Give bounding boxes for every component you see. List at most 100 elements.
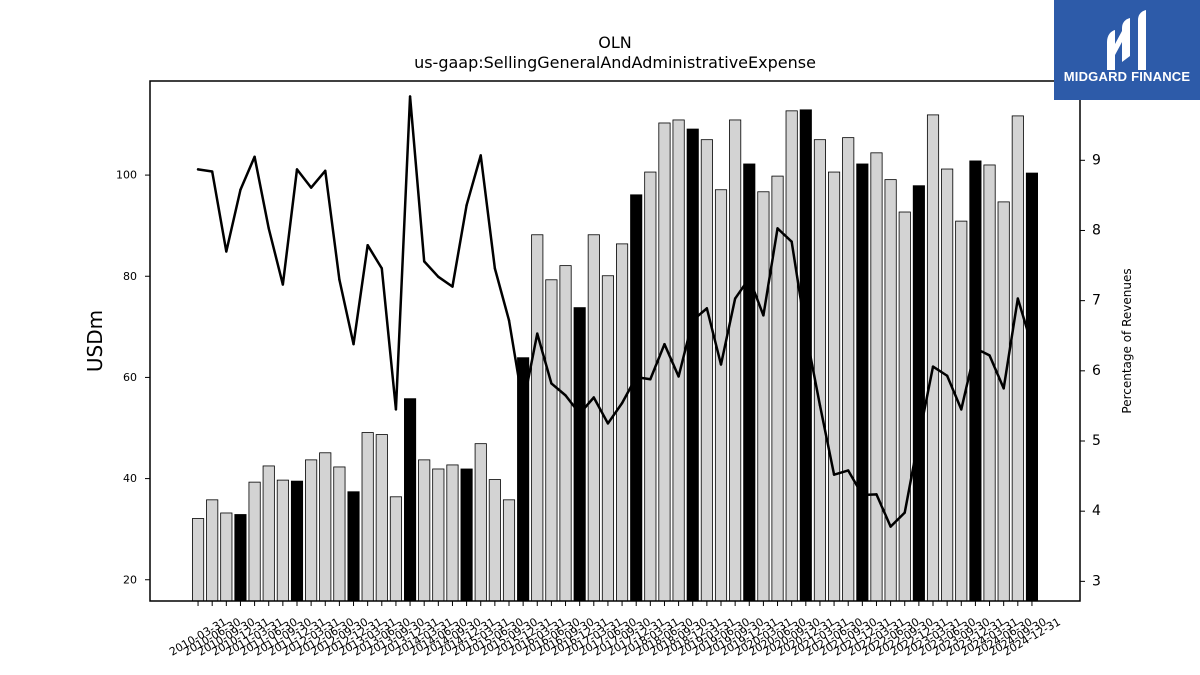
bar-2012-09-30: [333, 466, 346, 602]
bar-2018-06-30: [658, 122, 671, 602]
line-point-2010-12-31: [239, 188, 242, 191]
bar-2013-12-31: [404, 398, 417, 602]
bar-2012-06-30: [319, 452, 332, 602]
bar-2024-06-30: [997, 201, 1010, 602]
line-point-2023-12-31: [974, 347, 977, 350]
line-point-2023-09-30: [960, 408, 963, 411]
bar-2011-06-30: [262, 465, 275, 602]
bar-2020-03-31: [757, 191, 770, 602]
bar-2019-03-31: [700, 139, 713, 602]
line-point-2014-06-30: [437, 275, 440, 278]
bar-2015-09-30: [502, 499, 516, 602]
line-point-2020-06-30: [776, 227, 779, 230]
line-point-2020-12-31: [804, 331, 808, 334]
bar-2023-12-31: [969, 160, 982, 602]
line-point-2013-03-31: [366, 244, 369, 247]
bar-2022-12-31: [912, 185, 925, 602]
bar-2012-03-31: [305, 459, 318, 602]
y2-tick-label: 4: [1092, 503, 1101, 519]
y2-axis-label: Percentage of Revenues: [1120, 268, 1134, 413]
bar-2021-03-31: [813, 139, 826, 602]
bar-2019-09-30: [729, 119, 742, 602]
line-point-2021-09-30: [847, 469, 850, 472]
line-point-2016-06-30: [550, 382, 553, 385]
bar-2016-09-30: [559, 265, 572, 602]
bar-2017-12-31: [630, 194, 643, 602]
bar-2018-03-31: [644, 171, 657, 602]
plot-frame: [149, 80, 1081, 602]
line-point-2015-09-30: [507, 319, 511, 322]
bar-2014-06-30: [432, 468, 445, 602]
bar-2017-03-31: [587, 234, 600, 602]
bar-2020-06-30: [771, 175, 784, 602]
line-point-2010-06-30: [210, 170, 214, 173]
line-point-2012-12-31: [352, 342, 355, 346]
bar-series: [191, 109, 1039, 602]
line-point-2012-09-30: [338, 278, 341, 281]
line-point-2015-12-31: [521, 404, 525, 407]
y2-tick-label: 5: [1092, 433, 1101, 449]
y-tick-label: 40: [123, 472, 137, 485]
line-point-2014-03-31: [422, 260, 426, 263]
line-point-2018-06-30: [663, 342, 666, 346]
bar-2010-12-31: [234, 514, 247, 602]
y-axis-left: 20 40 60 80 100: [116, 169, 150, 586]
line-point-2012-03-31: [309, 186, 313, 189]
line-point-2013-09-30: [394, 408, 398, 411]
y-tick-label: 60: [123, 371, 137, 384]
line-point-2020-03-31: [762, 314, 765, 317]
bar-2010-06-30: [206, 499, 219, 602]
line-point-2018-09-30: [677, 375, 680, 378]
line-point-2024-06-30: [1002, 387, 1005, 390]
line-point-2024-12-31: [1030, 344, 1034, 347]
line-point-2011-09-30: [281, 283, 285, 286]
line-point-2019-03-31: [705, 307, 709, 310]
line-point-2015-03-31: [479, 154, 482, 157]
chart-title: OLN: [598, 33, 631, 52]
line-point-2022-06-30: [889, 525, 892, 528]
bar-2023-09-30: [955, 220, 968, 602]
y-axis-right: 3 4 5 6 7 8 9: [1080, 152, 1101, 589]
line-point-2017-06-30: [606, 422, 610, 425]
bar-2021-09-30: [842, 137, 855, 602]
logo-text: MIDGARD FINANCE: [1063, 69, 1191, 84]
chart-subtitle: us-gaap:SellingGeneralAndAdministrativeE…: [414, 53, 816, 72]
bar-2010-09-30: [220, 512, 233, 602]
line-point-2010-09-30: [225, 250, 228, 253]
bar-2024-09-30: [1011, 115, 1024, 602]
line-point-2016-03-31: [536, 332, 539, 335]
line-point-2019-09-30: [733, 297, 737, 300]
line-point-2022-09-30: [903, 511, 906, 514]
y2-tick-label: 8: [1092, 222, 1101, 238]
line-point-2016-09-30: [564, 394, 567, 397]
bar-2010-03-31: [191, 518, 205, 602]
line-point-2023-03-31: [931, 365, 935, 368]
bar-2021-12-31: [856, 163, 869, 602]
bar-2015-12-31: [517, 357, 530, 602]
bar-2019-06-30: [714, 189, 728, 602]
line-point-2024-03-31: [988, 354, 991, 357]
line-point-2021-12-31: [861, 493, 864, 497]
line-point-2017-03-31: [592, 396, 595, 399]
line-point-2023-06-30: [945, 374, 949, 377]
line-point-2024-09-30: [1016, 297, 1020, 300]
line-point-2022-03-31: [875, 493, 878, 496]
line-point-2017-12-31: [635, 375, 638, 379]
y-axis-label: USDm: [83, 310, 107, 372]
midgard-finance-logo: MIDGARD FINANCE: [1054, 0, 1200, 100]
line-point-2011-12-31: [295, 168, 299, 171]
bar-2014-09-30: [446, 464, 459, 602]
line-point-2021-03-31: [818, 404, 822, 407]
line-point-2022-12-31: [917, 436, 921, 439]
bar-2014-12-31: [460, 468, 473, 602]
y2-tick-label: 3: [1092, 573, 1101, 589]
bar-2023-03-31: [926, 114, 940, 602]
bar-2024-12-31: [1025, 172, 1039, 602]
y2-tick-label: 6: [1092, 363, 1101, 379]
bar-2016-06-30: [545, 279, 558, 602]
x-axis: 2010-03-312010-06-302010-09-302010-12-31…: [167, 601, 1063, 659]
bar-2022-03-31: [870, 152, 883, 602]
bar-2018-12-31: [686, 128, 699, 602]
line-point-2011-03-31: [253, 155, 256, 158]
